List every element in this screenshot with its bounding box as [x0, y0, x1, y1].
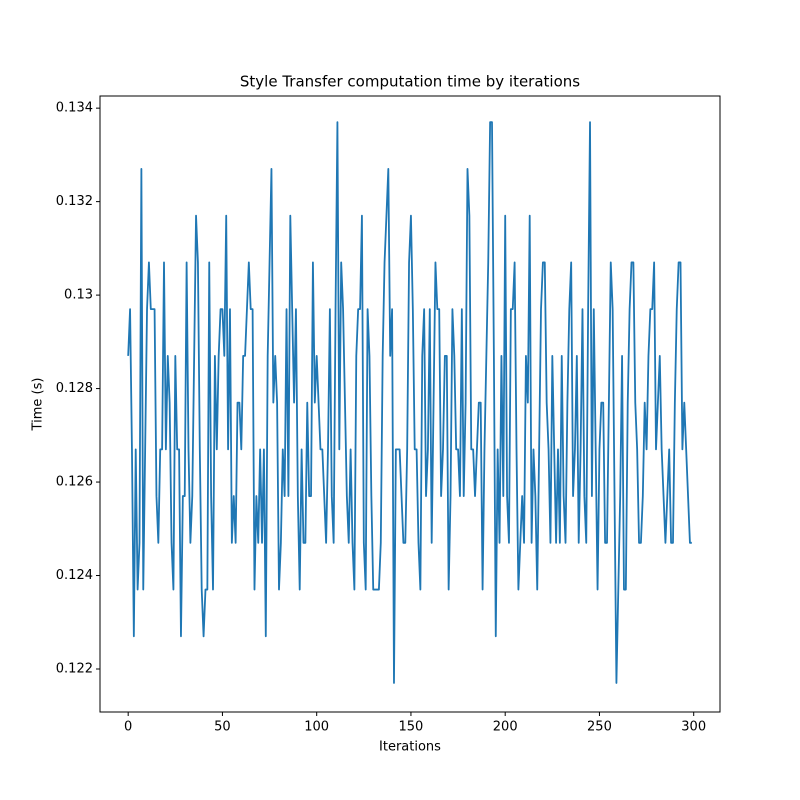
x-tick-label: 300: [681, 720, 706, 735]
x-tick-label: 0: [124, 720, 132, 735]
x-tick-label: 100: [304, 720, 329, 735]
y-tick-label: 0.122: [56, 662, 93, 677]
y-tick-label: 0.134: [56, 101, 93, 116]
axes-frame: [99, 95, 721, 713]
x-tick-label: 150: [399, 720, 424, 735]
y-tick-label: 0.13: [64, 288, 93, 303]
y-tick-label: 0.126: [56, 475, 93, 490]
x-tick-label: 200: [493, 720, 518, 735]
x-axis-label: Iterations: [379, 740, 441, 755]
chart-title: Style Transfer computation time by itera…: [240, 73, 580, 91]
y-axis-label: Time (s): [31, 378, 46, 432]
y-tick-label: 0.132: [56, 194, 93, 209]
data-line: [127, 121, 692, 684]
y-tick-label: 0.124: [56, 568, 93, 583]
y-tick-label: 0.128: [56, 381, 93, 396]
x-tick-label: 50: [214, 720, 231, 735]
x-tick-label: 250: [587, 720, 612, 735]
